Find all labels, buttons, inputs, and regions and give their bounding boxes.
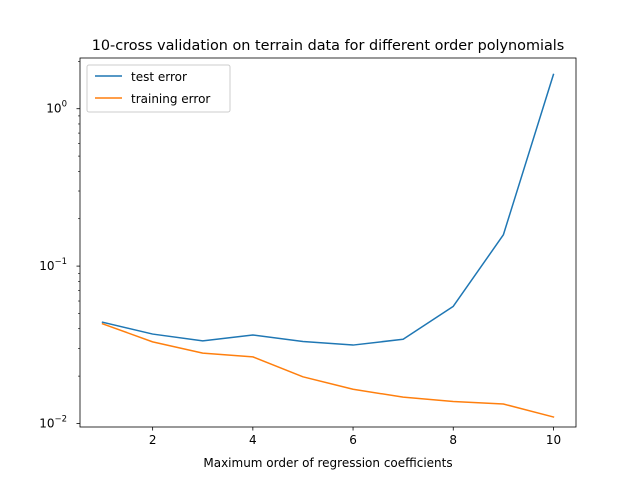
axes-frame	[79, 57, 577, 428]
y-tick-label: 10−2	[39, 414, 67, 430]
x-axis-label: Maximum order of regression coefficients	[203, 456, 452, 470]
y-tick-label: 100	[46, 100, 67, 116]
legend: test error training error	[86, 64, 231, 113]
x-tick-label: 6	[349, 433, 357, 447]
legend-box	[86, 64, 231, 113]
x-tick-label: 4	[249, 433, 257, 447]
legend-label-training-error: training error	[131, 92, 210, 106]
legend-label-test-error: test error	[131, 70, 187, 84]
y-tick-label: 10−1	[39, 257, 67, 273]
series-line-test-error	[101, 73, 555, 346]
x-axis: 2 4 6 8 10	[149, 427, 561, 447]
plot-area	[101, 73, 555, 418]
x-tick-label: 2	[149, 433, 157, 447]
series-line-training-error	[101, 322, 555, 418]
y-axis: 10−2 10−1 100	[39, 61, 80, 430]
chart-title: 10-cross validation on terrain data for …	[92, 38, 565, 54]
x-tick-label: 8	[449, 433, 457, 447]
x-tick-label: 10	[546, 433, 561, 447]
